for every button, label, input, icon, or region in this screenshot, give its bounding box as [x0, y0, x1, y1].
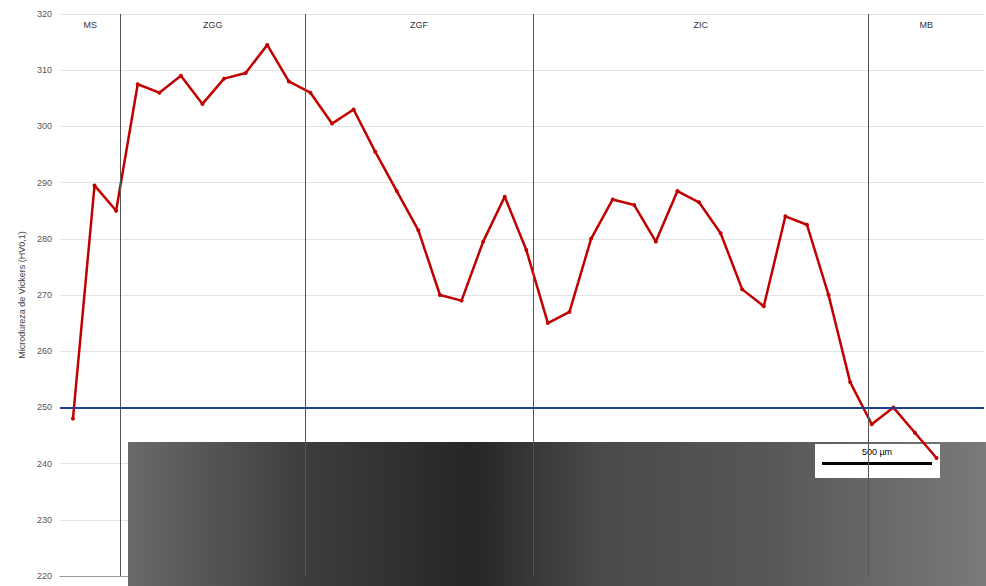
svg-text:290: 290: [37, 178, 52, 188]
svg-text:280: 280: [37, 234, 52, 244]
svg-text:220: 220: [37, 571, 52, 581]
svg-text:MS: MS: [83, 20, 97, 30]
svg-text:ZIC: ZIC: [693, 20, 708, 30]
svg-text:260: 260: [37, 346, 52, 356]
svg-text:250: 250: [37, 402, 52, 412]
svg-text:ZGG: ZGG: [203, 20, 223, 30]
svg-text:ZGF: ZGF: [410, 20, 428, 30]
svg-text:240: 240: [37, 459, 52, 469]
svg-text:Microdureza de Vickers (HV0,1): Microdureza de Vickers (HV0,1): [17, 231, 27, 358]
svg-text:MB: MB: [920, 20, 934, 30]
svg-text:270: 270: [37, 290, 52, 300]
svg-text:500 µm: 500 µm: [862, 447, 892, 457]
svg-text:300: 300: [37, 121, 52, 131]
svg-text:310: 310: [37, 65, 52, 75]
svg-text:230: 230: [37, 515, 52, 525]
svg-text:320: 320: [37, 9, 52, 19]
